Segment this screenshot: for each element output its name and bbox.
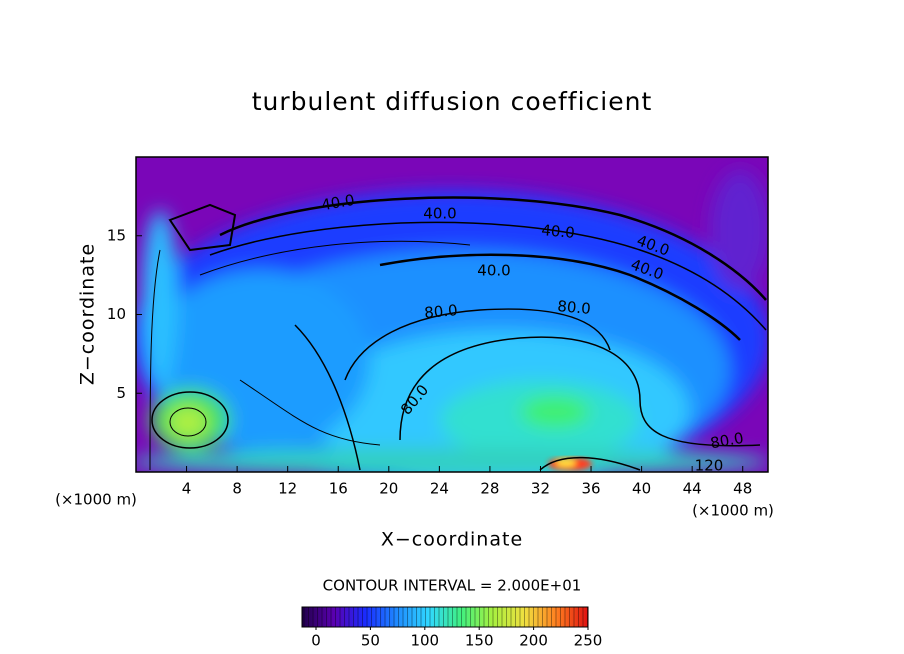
y-tick-label: 5 — [116, 384, 126, 402]
field — [136, 157, 768, 472]
x-unit: (×1000 m) — [55, 491, 137, 509]
x-tick-label: 36 — [581, 480, 600, 498]
x-tick-label: 8 — [232, 480, 242, 498]
x-tick-label: 20 — [379, 480, 398, 498]
contour-label: 40.0 — [477, 262, 510, 280]
x-tick-label: 16 — [329, 480, 348, 498]
contour-label: 40.0 — [423, 205, 456, 223]
colorbar-tick-label: 0 — [311, 632, 321, 650]
x-axis-title: X−coordinate — [381, 529, 523, 551]
x-tick-label: 32 — [531, 480, 550, 498]
contour-label: 120 — [695, 457, 724, 475]
colorbar-tick-label: 50 — [361, 632, 380, 650]
x-unit: (×1000 m) — [692, 502, 774, 520]
colorbar-tick-label: 250 — [574, 632, 603, 650]
chart-title: turbulent diffusion coefficient — [252, 87, 653, 116]
y-axis-title: Z−coordinate — [77, 243, 99, 385]
x-tick-label: 12 — [278, 480, 297, 498]
colorbar-tick-label: 200 — [519, 632, 548, 650]
y-tick-label: 10 — [107, 305, 126, 323]
x-tick-label: 48 — [733, 480, 752, 498]
colorbar-tick-label: 150 — [465, 632, 494, 650]
colorbar — [301, 606, 589, 628]
x-tick-label: 24 — [430, 480, 449, 498]
contour-interval: CONTOUR INTERVAL = 2.000E+01 — [323, 577, 582, 595]
contour-label: 40.0 — [320, 191, 356, 215]
x-tick-label: 44 — [683, 480, 702, 498]
colorbar-tick-label: 100 — [410, 632, 439, 650]
x-tick-label: 28 — [480, 480, 499, 498]
contour-label: 40.0 — [541, 221, 576, 242]
y-tick-label: 15 — [107, 226, 126, 244]
contour-label: 80.0 — [557, 297, 592, 318]
x-tick-label: 4 — [182, 480, 192, 498]
contour-label: 80.0 — [424, 301, 459, 322]
contour-label: 80.0 — [709, 429, 745, 453]
x-tick-label: 40 — [632, 480, 651, 498]
